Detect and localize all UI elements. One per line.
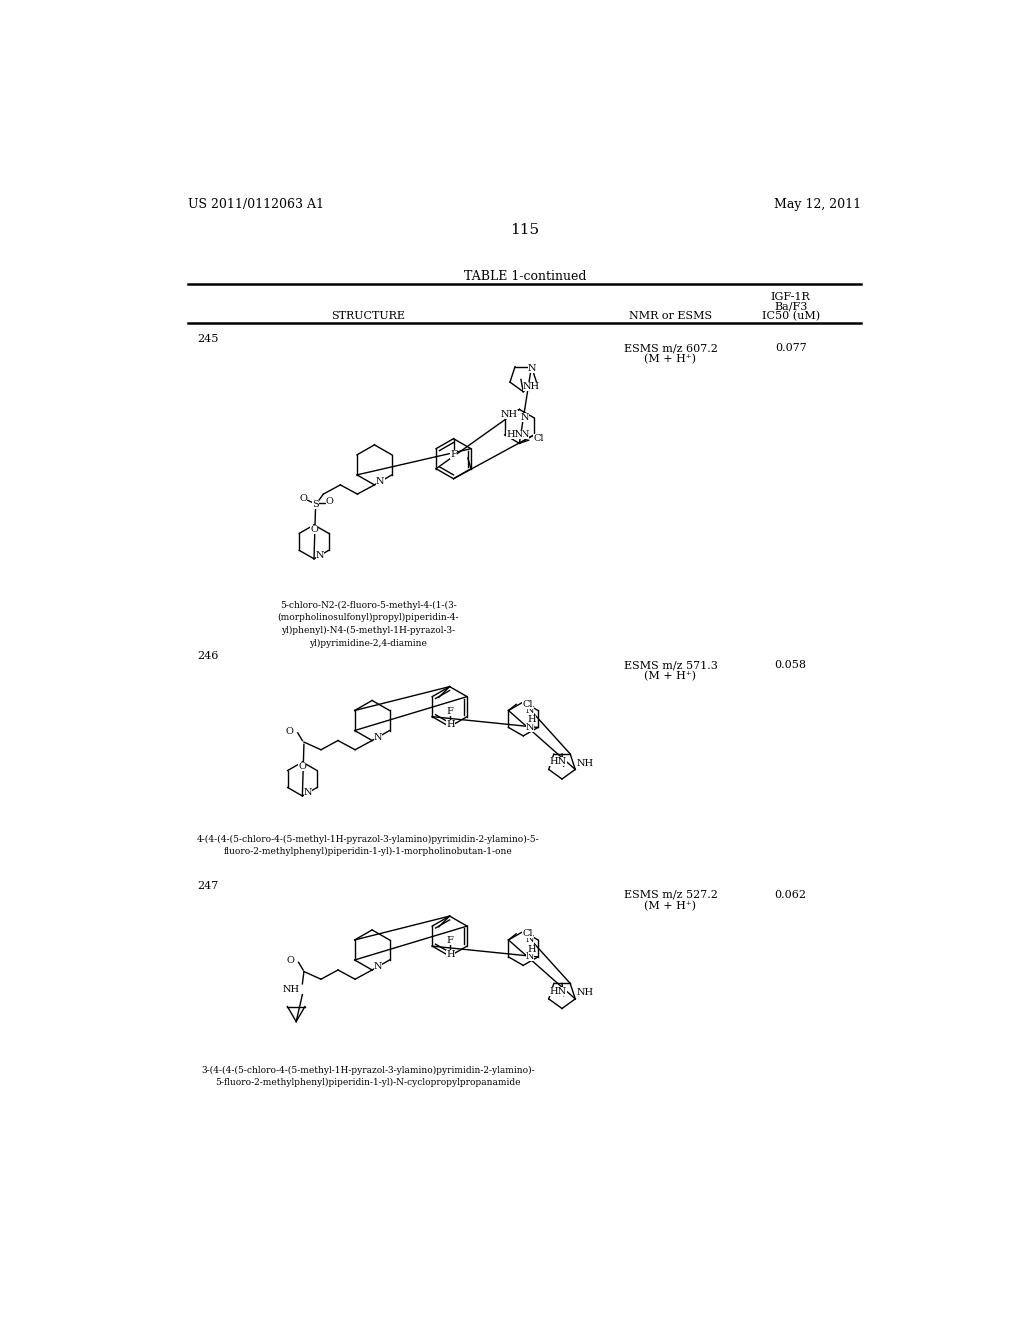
Text: N: N (374, 733, 382, 742)
Text: NH: NH (577, 759, 594, 768)
Text: 246: 246 (198, 651, 219, 661)
Text: NH: NH (501, 409, 518, 418)
Text: May 12, 2011: May 12, 2011 (774, 198, 861, 211)
Text: HN: HN (550, 986, 566, 995)
Text: NH: NH (283, 986, 299, 994)
Text: F: F (446, 706, 453, 715)
Text: F: F (451, 450, 457, 458)
Text: ESMS m/z 571.3: ESMS m/z 571.3 (624, 660, 718, 671)
Text: H: H (446, 721, 455, 729)
Text: 115: 115 (510, 223, 540, 238)
Text: 0.062: 0.062 (774, 890, 807, 900)
Text: O: O (310, 525, 317, 535)
Text: 247: 247 (198, 880, 219, 891)
Text: N: N (374, 962, 382, 972)
Text: 3-(4-(4-(5-chloro-4-(5-methyl-1H-pyrazol-3-ylamino)pyrimidin-2-ylamino)-
5-fluor: 3-(4-(4-(5-chloro-4-(5-methyl-1H-pyrazol… (202, 1065, 536, 1088)
Text: H: H (527, 945, 537, 953)
Text: N: N (525, 953, 535, 961)
Text: Cl: Cl (522, 700, 532, 709)
Text: O: O (299, 494, 307, 503)
Text: N: N (528, 364, 537, 374)
Text: TABLE 1-continued: TABLE 1-continued (464, 271, 586, 282)
Text: HN: HN (506, 430, 523, 440)
Text: F: F (446, 936, 453, 945)
Text: N: N (525, 723, 535, 731)
Text: O: O (286, 727, 293, 735)
Text: Cl: Cl (522, 929, 532, 939)
Text: N: N (304, 788, 312, 797)
Text: IC50 (uM): IC50 (uM) (762, 312, 819, 321)
Text: H: H (446, 949, 455, 958)
Text: NH: NH (577, 989, 594, 997)
Text: ESMS m/z 607.2: ESMS m/z 607.2 (624, 343, 718, 354)
Text: Ba/F3: Ba/F3 (774, 302, 807, 312)
Text: O: O (298, 762, 306, 771)
Text: 245: 245 (198, 334, 219, 345)
Text: (M + H⁺): (M + H⁺) (644, 900, 696, 911)
Text: NMR or ESMS: NMR or ESMS (629, 312, 712, 321)
Text: O: O (287, 956, 295, 965)
Text: STRUCTURE: STRUCTURE (331, 312, 406, 321)
Text: NH: NH (523, 383, 540, 392)
Text: US 2011/0112063 A1: US 2011/0112063 A1 (188, 198, 325, 211)
Text: N: N (315, 552, 324, 560)
Text: 0.077: 0.077 (775, 343, 807, 354)
Text: H: H (527, 715, 537, 725)
Text: 0.058: 0.058 (774, 660, 807, 671)
Text: N: N (521, 430, 529, 440)
Text: 4-(4-(4-(5-chloro-4-(5-methyl-1H-pyrazol-3-ylamino)pyrimidin-2-ylamino)-5-
fluor: 4-(4-(4-(5-chloro-4-(5-methyl-1H-pyrazol… (197, 834, 540, 857)
Text: N: N (521, 413, 529, 422)
Text: N: N (525, 936, 535, 944)
Text: N: N (376, 478, 384, 486)
Text: ESMS m/z 527.2: ESMS m/z 527.2 (624, 890, 718, 900)
Text: S: S (312, 500, 318, 510)
Text: O: O (326, 498, 334, 507)
Text: (M + H⁺): (M + H⁺) (644, 671, 696, 681)
Text: HN: HN (550, 758, 566, 766)
Text: (M + H⁺): (M + H⁺) (644, 354, 696, 364)
Text: N: N (525, 706, 535, 715)
Text: 5-chloro-N2-(2-fluoro-5-methyl-4-(1-(3-
(morpholinosulfonyl)propyl)piperidin-4-
: 5-chloro-N2-(2-fluoro-5-methyl-4-(1-(3- … (278, 601, 459, 648)
Text: Cl: Cl (534, 434, 544, 444)
Text: IGF-1R: IGF-1R (771, 293, 811, 302)
